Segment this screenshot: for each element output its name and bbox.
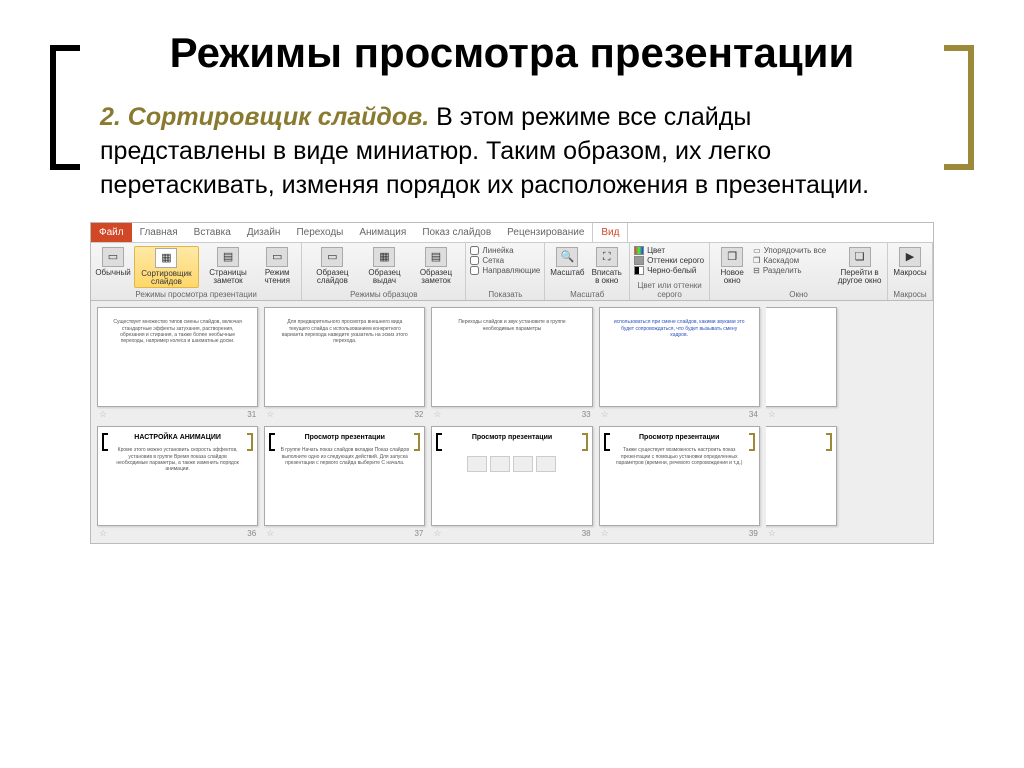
thumb-35-partial[interactable]: ☆ (766, 307, 927, 420)
thumb-31[interactable]: Существует множество типов смены слайдов… (97, 307, 258, 420)
slide-num: 33 (582, 410, 591, 419)
arrange-icon: ▭ (753, 246, 761, 255)
slide-num: 31 (247, 410, 256, 419)
notes-master-icon: ▤ (425, 247, 447, 267)
opt-color[interactable]: Цвет (634, 246, 705, 255)
group-zoom: 🔍Масштаб ⛶Вписать в окно Масштаб (545, 243, 630, 300)
new-window-icon: ❐ (721, 247, 743, 267)
btn-slide-master[interactable]: ▭Образец слайдов (306, 246, 358, 286)
tab-slideshow[interactable]: Показ слайдов (414, 223, 499, 242)
sorter-icon: ▦ (155, 248, 177, 268)
gray-icon (634, 256, 644, 265)
opt-cascade[interactable]: ❐Каскадом (753, 256, 833, 265)
handout-master-icon: ▦ (373, 247, 395, 267)
thumb-36[interactable]: НАСТРОЙКА АНИМАЦИИКроме этого можно уста… (97, 426, 258, 539)
group-masters: ▭Образец слайдов ▦Образец выдач ▤Образец… (302, 243, 466, 300)
slide-num: 37 (414, 529, 423, 538)
btn-zoom[interactable]: 🔍Масштаб (549, 246, 585, 278)
slide-master-icon: ▭ (321, 247, 343, 267)
slide-num: 34 (749, 410, 758, 419)
bw-icon (634, 266, 644, 275)
group-window-label: Окно (714, 288, 883, 299)
slide-sorter: Существует множество типов смены слайдов… (91, 301, 933, 543)
star-icon: ☆ (768, 409, 776, 420)
group-show: Линейка Сетка Направляющие Показать (466, 243, 545, 300)
group-zoom-label: Масштаб (549, 288, 625, 299)
star-icon: ☆ (601, 409, 609, 420)
switch-window-icon: ❏ (849, 247, 871, 267)
chk-grid[interactable]: Сетка (470, 256, 540, 265)
btn-new-window[interactable]: ❐Новое окно (714, 246, 750, 286)
btn-fit[interactable]: ⛶Вписать в окно (588, 246, 625, 286)
ribbon-tabs: Файл Главная Вставка Дизайн Переходы Ани… (91, 223, 933, 243)
tab-home[interactable]: Главная (132, 223, 186, 242)
thumb-39[interactable]: Просмотр презентацииТакже существует воз… (599, 426, 760, 539)
reading-icon: ▭ (266, 247, 288, 267)
tab-view[interactable]: Вид (592, 223, 628, 242)
btn-reading[interactable]: ▭Режим чтения (257, 246, 297, 286)
group-color: Цвет Оттенки серого Черно-белый Цвет или… (630, 243, 710, 300)
macros-icon: ▶ (899, 247, 921, 267)
color-icon (634, 246, 644, 255)
chk-guides[interactable]: Направляющие (470, 266, 540, 275)
chk-ruler[interactable]: Линейка (470, 246, 540, 255)
tab-insert[interactable]: Вставка (186, 223, 239, 242)
thumb-32[interactable]: Для предварительного просмотра внешнего … (264, 307, 425, 420)
tab-transitions[interactable]: Переходы (288, 223, 351, 242)
split-icon: ⊟ (753, 266, 760, 275)
tab-animation[interactable]: Анимация (351, 223, 414, 242)
thumb-38[interactable]: Просмотр презентации ☆38 (431, 426, 592, 539)
star-icon: ☆ (266, 528, 274, 539)
group-macros: ▶Макросы Макросы (888, 243, 933, 300)
btn-handout-master[interactable]: ▦Образец выдач (361, 246, 407, 286)
group-color-label: Цвет или оттенки серого (634, 279, 705, 299)
ribbon: ▭Обычный ▦Сортировщик слайдов ▤Страницы … (91, 243, 933, 301)
notes-icon: ▤ (217, 247, 239, 267)
group-views: ▭Обычный ▦Сортировщик слайдов ▤Страницы … (91, 243, 302, 300)
opt-bw[interactable]: Черно-белый (634, 266, 705, 275)
page-title: Режимы просмотра презентации (170, 30, 855, 76)
group-masters-label: Режимы образцов (306, 288, 461, 299)
zoom-icon: 🔍 (556, 247, 578, 267)
tab-file[interactable]: Файл (91, 223, 132, 242)
fit-icon: ⛶ (596, 247, 618, 267)
powerpoint-screenshot: Файл Главная Вставка Дизайн Переходы Ани… (90, 222, 934, 544)
btn-switch-window[interactable]: ❏Перейти в другое окно (836, 246, 883, 286)
group-macros-label: Макросы (892, 288, 928, 299)
lead-text: 2. Сортировщик слайдов. (100, 103, 429, 131)
thumb-33[interactable]: Переходы слайдов и звук установите в гру… (431, 307, 592, 420)
btn-macros[interactable]: ▶Макросы (892, 246, 928, 278)
slide-num: 38 (582, 529, 591, 538)
group-show-label: Показать (470, 288, 540, 299)
btn-normal[interactable]: ▭Обычный (95, 246, 131, 278)
opt-gray[interactable]: Оттенки серого (634, 256, 705, 265)
star-icon: ☆ (768, 528, 776, 539)
opt-arrange[interactable]: ▭Упорядочить все (753, 246, 833, 255)
star-icon: ☆ (601, 528, 609, 539)
thumb-40-partial[interactable]: ☆ (766, 426, 927, 539)
star-icon: ☆ (433, 528, 441, 539)
body-paragraph: 2. Сортировщик слайдов. В этом режиме вс… (50, 101, 974, 202)
normal-icon: ▭ (102, 247, 124, 267)
star-icon: ☆ (433, 409, 441, 420)
group-views-label: Режимы просмотра презентации (95, 288, 297, 299)
tab-design[interactable]: Дизайн (239, 223, 289, 242)
opt-split[interactable]: ⊟Разделить (753, 266, 833, 275)
slide-num: 39 (749, 529, 758, 538)
slide-num: 36 (247, 529, 256, 538)
star-icon: ☆ (99, 528, 107, 539)
star-icon: ☆ (266, 409, 274, 420)
slide-num: 32 (414, 410, 423, 419)
thumb-37[interactable]: Просмотр презентацииВ группе Начать пока… (264, 426, 425, 539)
cascade-icon: ❐ (753, 256, 760, 265)
group-window: ❐Новое окно ▭Упорядочить все ❐Каскадом ⊟… (710, 243, 888, 300)
star-icon: ☆ (99, 409, 107, 420)
btn-sorter[interactable]: ▦Сортировщик слайдов (134, 246, 199, 288)
btn-notes-master[interactable]: ▤Образец заметок (411, 246, 462, 286)
btn-notes[interactable]: ▤Страницы заметок (202, 246, 254, 286)
thumb-34[interactable]: использоваться при смене слайдов, какими… (599, 307, 760, 420)
tab-review[interactable]: Рецензирование (499, 223, 592, 242)
